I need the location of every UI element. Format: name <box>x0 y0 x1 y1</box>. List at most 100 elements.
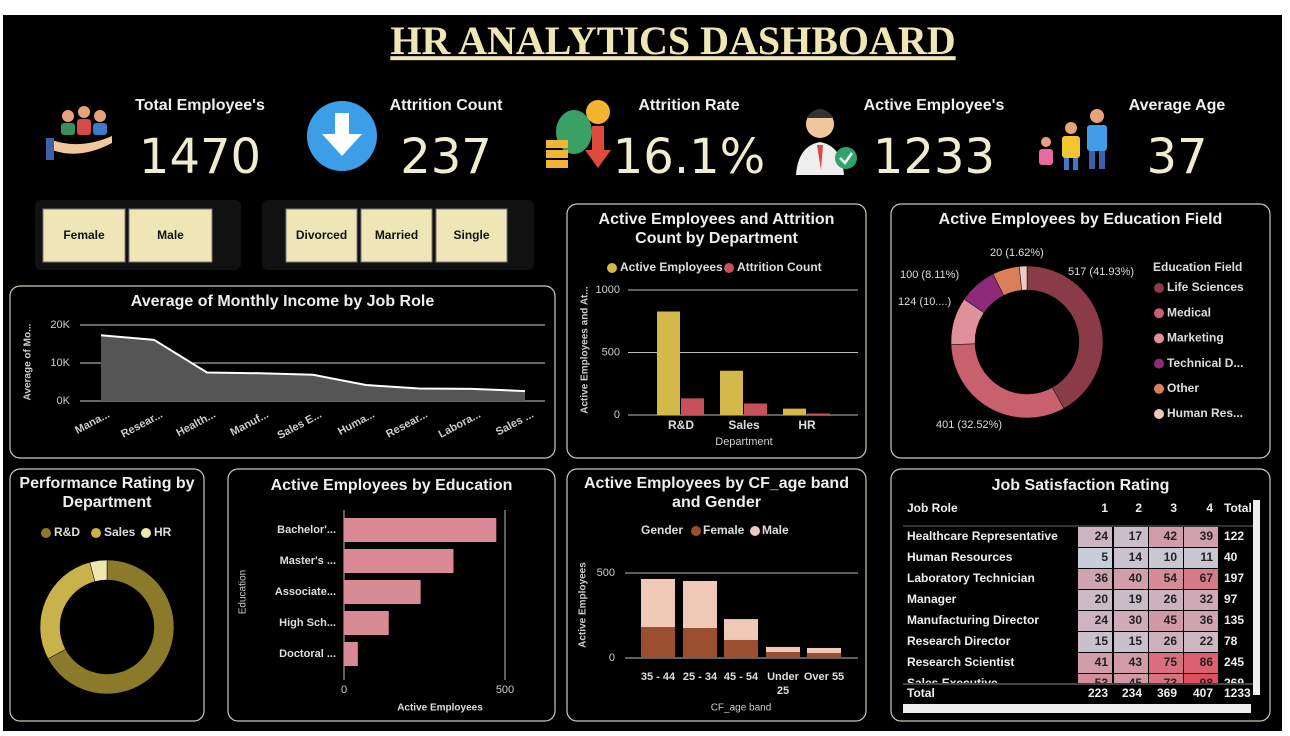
table-cell: 36 <box>1200 613 1214 627</box>
table-cell: 98 <box>1200 676 1214 690</box>
chart-title: Active Employees and Attrition Count by … <box>598 211 835 247</box>
y-tick-label: 1000 <box>596 284 620 296</box>
y-axis-label: Average of Mo... <box>23 323 34 400</box>
table-cell: Laboratory Technician <box>907 571 1035 585</box>
y-tick-label: 500 <box>602 346 620 358</box>
heat-cell <box>1184 548 1218 568</box>
column-header: 1 <box>1101 501 1108 515</box>
table-cell: 19 <box>1129 592 1143 606</box>
table-cell: Healthcare Representative <box>907 529 1058 543</box>
data-label: 124 (10....) <box>898 296 951 308</box>
table-cell: 67 <box>1200 571 1214 585</box>
table-cell: 97 <box>1224 592 1238 606</box>
legend-label: Attrition Count <box>737 260 822 274</box>
x-tick-label: 0 <box>341 684 347 696</box>
x-tick-label: Over 55 <box>803 671 845 683</box>
table-cell: 78 <box>1224 634 1238 648</box>
slicer-button[interactable] <box>42 208 126 263</box>
table-cell: 24 <box>1095 529 1109 543</box>
heat-cell <box>1078 527 1112 547</box>
table-title: Job Satisfaction Rating <box>991 477 1170 494</box>
table-cell: 24 <box>1095 613 1109 627</box>
table-cell: 39 <box>1200 529 1214 543</box>
x-tick-label: Under 25 <box>767 671 799 697</box>
y-tick-label: 10K <box>50 357 70 369</box>
y-tick-label: 500 <box>597 567 615 579</box>
x-tick-label: 25 - 34 <box>682 671 718 683</box>
y-tick-label: 20K <box>50 319 70 331</box>
heat-cell <box>1149 527 1183 547</box>
legend-marker <box>1154 283 1164 293</box>
heat-cell <box>1184 674 1218 683</box>
kpi-label: Active Employee's <box>864 97 1005 114</box>
heat-cell <box>1184 632 1218 652</box>
slicer-label[interactable]: Divorced <box>296 228 347 242</box>
y-tick-label: Bachelor'... <box>277 524 336 536</box>
bar-segment <box>807 653 841 658</box>
slicer-label[interactable]: Married <box>375 228 418 242</box>
table-cell: 43 <box>1129 655 1143 669</box>
donut-slice <box>89 559 108 582</box>
bar-segment <box>724 619 758 640</box>
total-cell: Total <box>907 686 935 700</box>
total-cell: 407 <box>1193 686 1213 700</box>
y-tick-label: Master's ... <box>280 555 336 567</box>
total-cell: 369 <box>1157 686 1177 700</box>
slicer-button[interactable] <box>285 208 358 263</box>
y-tick-label: Doctoral ... <box>279 648 336 660</box>
table-cell: 86 <box>1200 655 1214 669</box>
heat-cell <box>1184 527 1218 547</box>
slicer-label[interactable]: Male <box>157 228 184 242</box>
slicer-button[interactable] <box>128 208 213 263</box>
scrollbar[interactable] <box>903 704 1251 713</box>
kpi-value: 37 <box>1146 129 1207 185</box>
table-cell: 15 <box>1095 634 1109 648</box>
legend-marker <box>691 526 701 536</box>
column-header: Total <box>1224 501 1252 515</box>
y-tick-label: 0K <box>57 395 71 407</box>
y-axis-label: Education <box>238 570 249 614</box>
bar-segment <box>766 646 800 653</box>
legend-marker <box>750 526 760 536</box>
heat-cell <box>1078 674 1112 683</box>
donut-slice <box>1018 265 1028 291</box>
table-cell: 40 <box>1224 550 1238 564</box>
bar <box>681 398 704 415</box>
heat-cell <box>1149 569 1183 589</box>
data-label: 100 (8.11%) <box>900 269 959 281</box>
table-cell: Human Resources <box>907 550 1013 564</box>
legend-label: Active Employees <box>620 260 723 274</box>
y-tick-label: Associate... <box>275 586 336 598</box>
table-cell: 245 <box>1224 655 1244 669</box>
table-cell: 32 <box>1200 592 1214 606</box>
heat-cell <box>1114 527 1148 547</box>
area <box>101 335 525 401</box>
x-axis-label: Active Employees <box>397 703 483 714</box>
table-cell: 197 <box>1224 571 1244 585</box>
bar <box>344 549 454 573</box>
table-cell: 14 <box>1129 550 1143 564</box>
table-cell: 20 <box>1095 592 1109 606</box>
icon-rate <box>546 100 611 168</box>
heat-cell <box>1114 590 1148 610</box>
bar-segment <box>724 639 758 658</box>
heat-cell <box>1184 590 1218 610</box>
slicer-label[interactable]: Single <box>453 228 489 242</box>
table-cell: 41 <box>1095 655 1109 669</box>
heat-cell <box>1149 548 1183 568</box>
heat-cell <box>1114 674 1148 683</box>
chart-title: Active Employees by Education Field <box>938 211 1223 228</box>
table-cell: 22 <box>1200 634 1214 648</box>
legend-label: Medical <box>1167 305 1211 319</box>
scrollbar[interactable] <box>1253 500 1260 695</box>
slicer-button[interactable] <box>435 208 508 263</box>
table-cell: 17 <box>1129 529 1143 543</box>
line <box>100 334 526 393</box>
column-header: Job Role <box>907 501 958 515</box>
bar <box>657 311 680 415</box>
slicer-label[interactable]: Female <box>63 228 105 242</box>
legend-title: Gender <box>641 523 683 537</box>
slicer-button[interactable] <box>360 208 433 263</box>
